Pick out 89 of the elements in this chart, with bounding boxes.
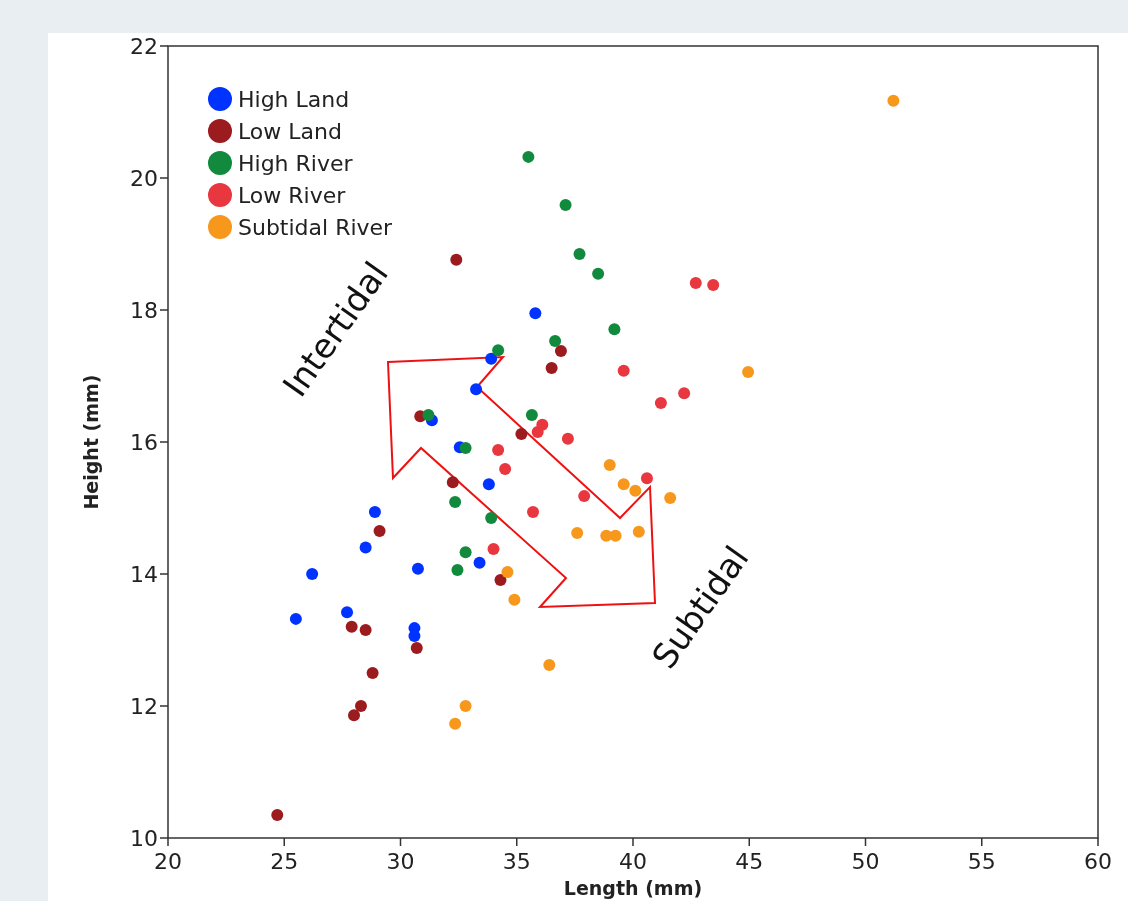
point — [473, 556, 486, 569]
point — [459, 441, 472, 454]
x-tick-label: 25 — [270, 849, 299, 874]
y-axis-title: Height (mm) — [80, 374, 102, 510]
point — [707, 278, 720, 291]
legend-label: Low Land — [238, 119, 342, 144]
point — [499, 463, 512, 476]
y-tick-label: 14 — [130, 562, 158, 587]
y-tick-label: 12 — [130, 694, 158, 719]
point — [459, 700, 472, 712]
point — [536, 418, 549, 431]
point — [640, 472, 653, 485]
x-axis-title: Length (mm) — [563, 877, 703, 899]
point — [508, 593, 521, 606]
point — [359, 624, 372, 637]
point — [561, 432, 574, 445]
point — [451, 564, 464, 577]
point — [522, 150, 535, 163]
point — [543, 659, 556, 672]
point — [450, 253, 463, 266]
point — [359, 541, 372, 554]
point — [554, 344, 567, 357]
point — [515, 428, 528, 441]
point — [608, 323, 621, 336]
legend-label: Subtidal River — [238, 215, 394, 240]
x-tick-label: 55 — [967, 849, 996, 874]
point — [573, 247, 586, 260]
y-tick-label: 18 — [130, 298, 158, 323]
point — [689, 276, 702, 289]
point — [373, 525, 386, 538]
x-tick-label: 50 — [851, 849, 880, 874]
x-tick-label: 30 — [386, 849, 415, 874]
point — [529, 307, 542, 320]
point — [617, 364, 630, 377]
point — [446, 476, 459, 489]
point — [559, 199, 572, 212]
point — [617, 478, 630, 491]
point — [485, 352, 498, 365]
point — [525, 408, 538, 421]
point — [654, 397, 667, 410]
y-tick-label: 10 — [130, 826, 158, 851]
point — [341, 606, 354, 619]
y-tick-label: 22 — [130, 34, 158, 59]
point — [545, 362, 558, 375]
point — [410, 641, 423, 654]
point — [592, 267, 605, 280]
x-tick-label: 45 — [735, 849, 764, 874]
point — [366, 667, 379, 679]
point — [549, 335, 562, 348]
y-tick-label: 16 — [130, 430, 158, 455]
point — [742, 366, 755, 379]
point — [527, 505, 540, 518]
point — [289, 612, 302, 625]
point — [470, 383, 483, 396]
point — [887, 94, 900, 107]
point — [459, 546, 472, 559]
x-tick-label: 35 — [502, 849, 531, 874]
legend-label: High Land — [238, 87, 350, 112]
x-tick-label: 40 — [619, 849, 647, 874]
point — [678, 387, 691, 400]
point — [603, 459, 616, 472]
point — [629, 484, 642, 497]
point — [449, 496, 462, 509]
point — [485, 511, 498, 524]
point — [345, 620, 358, 633]
point — [368, 505, 381, 518]
y-tick-label: 20 — [130, 166, 158, 191]
point — [354, 700, 367, 712]
point — [578, 490, 591, 503]
point — [664, 492, 677, 505]
point — [482, 478, 495, 491]
point — [632, 525, 645, 538]
point — [348, 709, 360, 722]
point — [492, 344, 505, 357]
point — [501, 566, 514, 579]
legend-label: Low River — [238, 183, 347, 208]
point — [306, 568, 319, 580]
point — [494, 573, 507, 586]
point — [449, 717, 462, 730]
point — [271, 808, 284, 821]
point — [487, 542, 500, 555]
x-tick-label: 20 — [154, 849, 182, 874]
point — [609, 529, 622, 542]
point — [422, 408, 435, 421]
x-tick-label: 60 — [1084, 849, 1112, 874]
legend-label: High River — [238, 151, 354, 176]
point — [492, 443, 505, 456]
point — [411, 562, 424, 575]
point — [571, 527, 584, 540]
